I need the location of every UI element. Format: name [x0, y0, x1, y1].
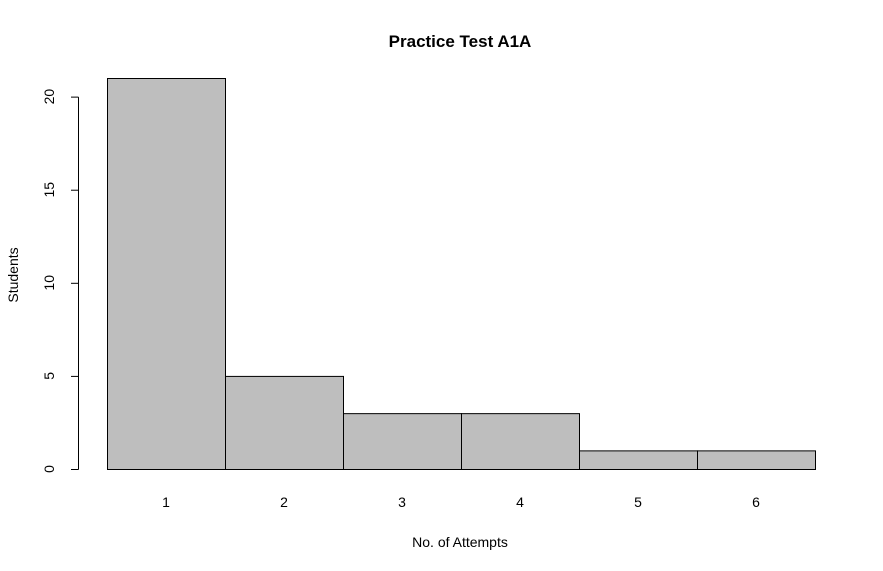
bar-1 [107, 78, 226, 470]
y-axis-label: Students [5, 247, 21, 302]
bars-group [107, 78, 816, 470]
chart-title: Practice Test A1A [389, 32, 532, 51]
bar-6 [697, 450, 816, 470]
x-tick-label: 5 [634, 494, 642, 510]
x-axis-label: No. of Attempts [412, 534, 508, 550]
x-ticks-group: 1 2 3 4 5 6 [162, 494, 760, 510]
y-tick-label: 0 [41, 465, 57, 473]
x-tick-label: 6 [752, 494, 760, 510]
bar-3 [343, 413, 462, 470]
y-tick-label: 20 [41, 89, 57, 105]
x-tick-label: 3 [398, 494, 406, 510]
x-tick-label: 1 [162, 494, 170, 510]
x-tick-label: 4 [516, 494, 524, 510]
bar-5 [579, 450, 698, 470]
y-tick-label: 10 [41, 275, 57, 291]
y-tick-label: 15 [41, 182, 57, 198]
bar-4 [461, 413, 580, 470]
y-tick-label: 5 [41, 372, 57, 380]
bar-2 [225, 375, 344, 470]
y-ticks-group: 0 5 10 15 20 [41, 89, 79, 473]
x-tick-label: 2 [280, 494, 288, 510]
